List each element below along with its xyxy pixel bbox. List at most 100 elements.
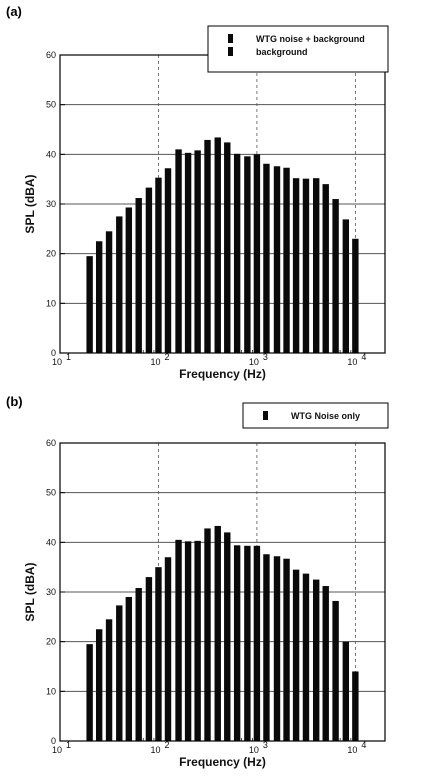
legend-swatch <box>228 47 233 56</box>
bar <box>194 540 201 741</box>
bar <box>253 545 261 741</box>
legend-label: WTG noise + background <box>256 34 365 44</box>
x-tick-label: 10 <box>52 357 62 367</box>
bar <box>164 557 172 741</box>
bar <box>164 168 172 353</box>
bar <box>263 163 270 353</box>
bar <box>175 149 182 353</box>
legend-box <box>207 25 389 73</box>
y-tick-label: 20 <box>46 637 56 647</box>
bar <box>233 153 241 353</box>
x-tick-label: 10 <box>347 745 357 755</box>
legend-swatch <box>263 411 268 420</box>
y-tick-label: 0 <box>51 348 56 358</box>
y-tick-label: 60 <box>46 50 56 60</box>
bar <box>105 231 113 353</box>
y-axis-title: SPL (dBA) <box>23 562 37 621</box>
bar <box>312 178 320 353</box>
y-tick-label: 30 <box>46 587 56 597</box>
bar <box>86 256 93 353</box>
y-tick-label: 10 <box>46 298 56 308</box>
bar <box>233 545 241 741</box>
chart-panel-b: (b) 0 10 20 30 40 50 60 10 1 10 2 10 3 10 4 Frequency (… <box>0 390 439 783</box>
bar <box>342 219 350 353</box>
bar <box>95 629 103 741</box>
bar <box>292 569 300 741</box>
bar <box>273 556 281 741</box>
y-tick-label: 50 <box>46 488 56 498</box>
bar <box>283 167 290 353</box>
x-tick-label: 10 <box>150 745 160 755</box>
panel-label: (b) <box>6 394 23 409</box>
bar <box>155 177 162 353</box>
legend-label: background <box>256 47 308 57</box>
x-tick-exponent: 1 <box>66 740 71 750</box>
bar <box>125 207 133 353</box>
chart-panel-a: (a) 0 10 20 30 40 50 60 10 1 10 2 10 3 10 4 Frequency (… <box>0 0 439 385</box>
bar <box>116 216 123 353</box>
x-tick-exponent: 2 <box>164 352 169 362</box>
bar <box>224 142 231 353</box>
bar <box>125 596 133 741</box>
bar <box>135 588 142 741</box>
y-tick-label: 40 <box>46 149 56 159</box>
bar <box>322 184 329 353</box>
bar <box>204 528 211 741</box>
x-tick-exponent: 2 <box>164 740 169 750</box>
x-tick-label: 10 <box>347 357 357 367</box>
bar <box>145 187 153 353</box>
x-tick-exponent: 1 <box>66 352 71 362</box>
bar <box>184 152 192 353</box>
x-axis-title: Frequency (Hz) <box>179 755 266 769</box>
bar <box>86 644 93 741</box>
y-tick-label: 0 <box>51 736 56 746</box>
y-tick-label: 60 <box>46 438 56 448</box>
bar <box>95 241 103 353</box>
bar <box>273 166 281 353</box>
bar <box>145 577 153 741</box>
bar <box>244 156 251 353</box>
bar <box>332 199 339 353</box>
bar <box>244 545 251 741</box>
panel-label: (a) <box>6 4 22 19</box>
bar <box>224 532 231 741</box>
bar <box>322 586 329 741</box>
x-tick-exponent: 4 <box>361 740 366 750</box>
bar <box>214 137 221 353</box>
bar <box>302 573 310 741</box>
bar <box>342 641 350 741</box>
x-tick-label: 10 <box>249 745 259 755</box>
bar <box>194 150 201 353</box>
x-axis-title: Frequency (Hz) <box>179 367 266 381</box>
y-axis-title: SPL (dBA) <box>23 174 37 233</box>
y-tick-label: 50 <box>46 100 56 110</box>
bar <box>352 671 359 741</box>
bar <box>283 558 290 741</box>
bar <box>135 198 142 353</box>
legend-swatch <box>228 34 233 43</box>
legend-label: WTG Noise only <box>291 411 360 421</box>
bar <box>352 238 359 353</box>
x-tick-label: 10 <box>249 357 259 367</box>
x-tick-exponent: 3 <box>263 352 268 362</box>
bar <box>204 139 211 353</box>
bar <box>175 539 182 741</box>
y-tick-label: 10 <box>46 686 56 696</box>
y-tick-label: 30 <box>46 199 56 209</box>
bar <box>214 525 221 741</box>
x-tick-label: 10 <box>150 357 160 367</box>
x-tick-label: 10 <box>52 745 62 755</box>
x-tick-exponent: 3 <box>263 740 268 750</box>
bar <box>302 178 310 353</box>
y-tick-label: 20 <box>46 249 56 259</box>
bar <box>292 178 300 353</box>
bar <box>105 619 113 741</box>
bar <box>332 600 339 741</box>
bar <box>312 579 320 741</box>
bar <box>155 567 162 741</box>
x-tick-exponent: 4 <box>361 352 366 362</box>
bar <box>263 554 270 741</box>
bar <box>116 605 123 741</box>
